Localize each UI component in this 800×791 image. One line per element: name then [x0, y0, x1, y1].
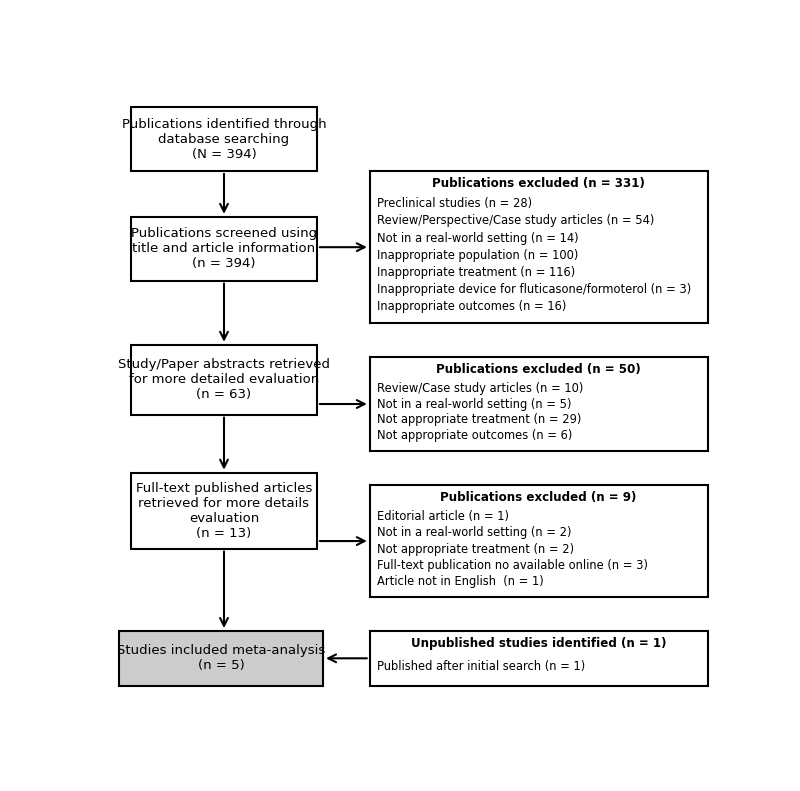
Text: Publications excluded (n = 50): Publications excluded (n = 50) — [436, 363, 641, 376]
Text: Inappropriate device for fluticasone/formoterol (n = 3): Inappropriate device for fluticasone/for… — [377, 283, 691, 296]
Text: Not in a real-world setting (n = 5): Not in a real-world setting (n = 5) — [377, 398, 572, 411]
FancyBboxPatch shape — [131, 107, 317, 171]
FancyBboxPatch shape — [118, 631, 323, 686]
Text: Preclinical studies (n = 28): Preclinical studies (n = 28) — [377, 197, 532, 210]
Text: Studies included meta-analysis
(n = 5): Studies included meta-analysis (n = 5) — [117, 645, 325, 672]
Text: Study/Paper abstracts retrieved
for more detailed evaluation
(n = 63): Study/Paper abstracts retrieved for more… — [118, 358, 330, 401]
Text: Inappropriate outcomes (n = 16): Inappropriate outcomes (n = 16) — [377, 300, 566, 313]
Text: Not appropriate treatment (n = 29): Not appropriate treatment (n = 29) — [377, 414, 582, 426]
Text: Publications excluded (n = 331): Publications excluded (n = 331) — [432, 177, 645, 190]
FancyBboxPatch shape — [370, 631, 708, 686]
FancyBboxPatch shape — [131, 472, 317, 549]
Text: Not in a real-world setting (n = 2): Not in a real-world setting (n = 2) — [377, 526, 572, 539]
Text: Full-text publication no available online (n = 3): Full-text publication no available onlin… — [377, 558, 648, 572]
Text: Publications excluded (n = 9): Publications excluded (n = 9) — [441, 490, 637, 504]
Text: Publications screened using
title and article information
(n = 394): Publications screened using title and ar… — [131, 227, 317, 271]
Text: Published after initial search (n = 1): Published after initial search (n = 1) — [377, 660, 586, 673]
Text: Unpublished studies identified (n = 1): Unpublished studies identified (n = 1) — [411, 637, 666, 650]
Text: Editorial article (n = 1): Editorial article (n = 1) — [377, 510, 509, 523]
Text: Review/Perspective/Case study articles (n = 54): Review/Perspective/Case study articles (… — [377, 214, 654, 228]
FancyBboxPatch shape — [370, 357, 708, 451]
Text: Publications identified through
database searching
(N = 394): Publications identified through database… — [122, 118, 326, 161]
Text: Review/Case study articles (n = 10): Review/Case study articles (n = 10) — [377, 382, 583, 395]
Text: Not appropriate outcomes (n = 6): Not appropriate outcomes (n = 6) — [377, 430, 573, 442]
Text: Inappropriate treatment (n = 116): Inappropriate treatment (n = 116) — [377, 266, 575, 279]
FancyBboxPatch shape — [131, 217, 317, 281]
Text: Inappropriate population (n = 100): Inappropriate population (n = 100) — [377, 248, 578, 262]
Text: Not appropriate treatment (n = 2): Not appropriate treatment (n = 2) — [377, 543, 574, 555]
Text: Not in a real-world setting (n = 14): Not in a real-world setting (n = 14) — [377, 232, 578, 244]
FancyBboxPatch shape — [131, 345, 317, 414]
FancyBboxPatch shape — [370, 485, 708, 597]
FancyBboxPatch shape — [370, 171, 708, 324]
Text: Article not in English  (n = 1): Article not in English (n = 1) — [377, 575, 544, 588]
Text: Full-text published articles
retrieved for more details
evaluation
(n = 13): Full-text published articles retrieved f… — [136, 482, 312, 539]
